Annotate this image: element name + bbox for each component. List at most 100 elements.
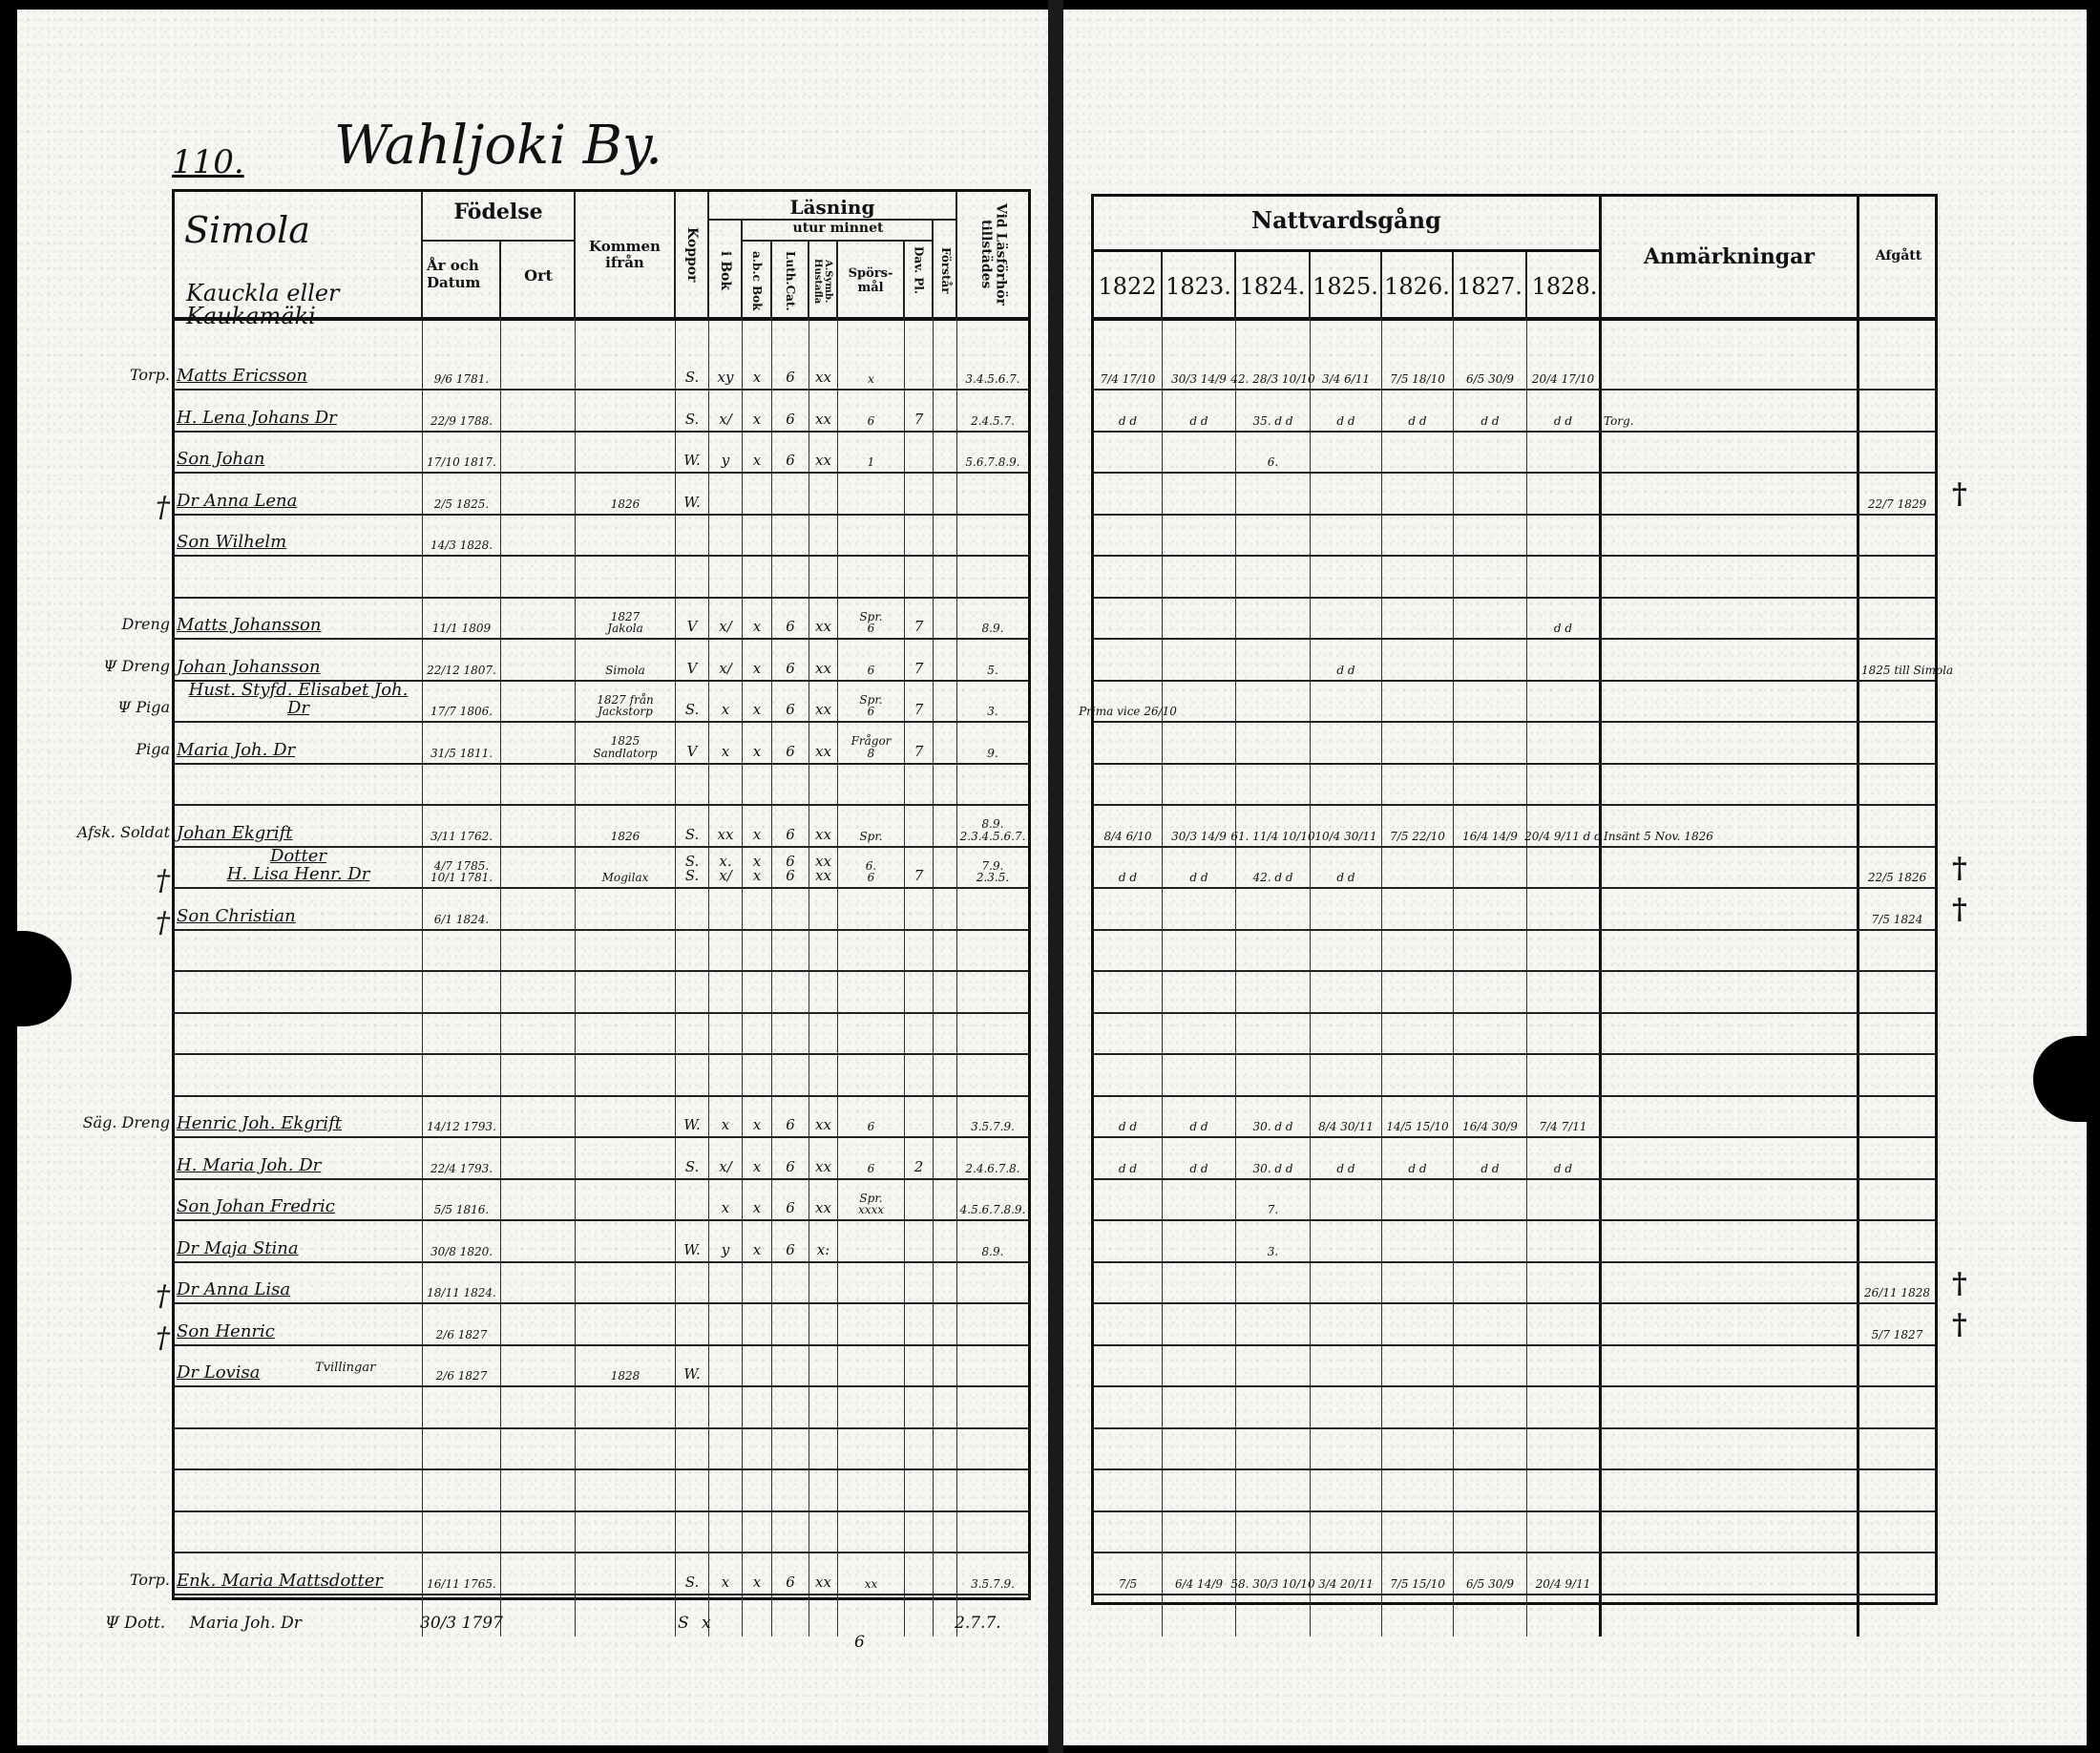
- cell-kommen: [576, 764, 676, 804]
- year-header: 1826.: [1382, 252, 1454, 321]
- cell-dav: [905, 1428, 934, 1468]
- cell-name: [175, 1013, 423, 1053]
- communion-cell: [1382, 1262, 1454, 1302]
- communion-cell: [1236, 1595, 1311, 1637]
- remark-cell: Insänt 5 Nov. 1826: [1602, 806, 1859, 846]
- cell-birth: 3/11 1762.: [423, 806, 501, 846]
- cell-koppor: [676, 557, 709, 597]
- cell-ibok: x: [709, 1096, 743, 1136]
- cell-forhor: [957, 1512, 1028, 1552]
- cell-dav: [905, 1553, 934, 1594]
- communion-cell: [1236, 1304, 1311, 1344]
- communion-cell: [1236, 474, 1311, 514]
- ar-datum-label: År och Datum: [423, 242, 501, 321]
- communion-cell: [1236, 681, 1311, 721]
- communion-cell: [1382, 1428, 1454, 1468]
- cell-ort: [501, 1511, 576, 1552]
- communion-cell: [1236, 1511, 1311, 1552]
- communion-cell: [1527, 1304, 1602, 1344]
- cell-ort: [501, 1304, 576, 1344]
- cell-koppor: S.: [676, 391, 709, 431]
- communion-row: 26/11 1828: [1094, 1262, 1935, 1304]
- communion-cell: [1382, 1595, 1454, 1637]
- communion-cell: d d: [1527, 598, 1602, 638]
- cell-forstar: [934, 1595, 957, 1637]
- communion-cell: [1454, 1221, 1527, 1261]
- cell-name: [175, 557, 423, 597]
- margin-note: Ψ Dreng: [103, 656, 170, 675]
- scan-border-left: [0, 0, 17, 1753]
- remark-cell: [1602, 1055, 1859, 1095]
- communion-cell: [1382, 1511, 1454, 1552]
- cell-ort: [501, 640, 576, 680]
- cell-name: Maria Joh. Dr: [175, 723, 423, 763]
- below-spors: 6: [854, 1633, 865, 1652]
- communion-cell: [1094, 1511, 1163, 1552]
- farm-header: Simola: [175, 192, 423, 317]
- communion-cell: [1382, 1055, 1454, 1095]
- cell-ibok: [709, 1511, 743, 1552]
- cell-forhor: [957, 516, 1028, 556]
- communion-row: [1094, 557, 1935, 599]
- communion-cell: [1382, 432, 1454, 472]
- communion-cell: 7/4 17/10: [1094, 321, 1163, 389]
- cell-luth: [772, 1013, 809, 1053]
- cell-abc: x: [743, 321, 772, 389]
- communion-cell: d d: [1527, 391, 1602, 431]
- cell-abc: [743, 1262, 772, 1302]
- cell-abc: x: [743, 681, 772, 721]
- communion-cell: [1094, 432, 1163, 472]
- cell-forstar: [934, 1470, 957, 1510]
- scan-border-right: [2087, 0, 2100, 1753]
- remark-cell: [1602, 598, 1859, 638]
- afgatt-cell: 22/5 1826: [1867, 871, 1927, 885]
- cell-ort: [501, 1387, 576, 1427]
- communion-row: d d: [1094, 598, 1935, 640]
- cell-dav: 7: [905, 847, 934, 887]
- communion-cell: [1311, 432, 1382, 472]
- register-row: Enk. Maria Mattsdotter 16/11 1765. S. x x 6 xx…: [175, 1553, 1028, 1595]
- communion-cell: [1094, 1345, 1163, 1385]
- cell-name: Johan Ekgrift: [175, 806, 423, 846]
- afgatt-cell: [1859, 391, 1935, 431]
- cell-abc: x x: [743, 847, 772, 887]
- communion-cell: [1527, 1179, 1602, 1219]
- communion-cell: [1454, 557, 1527, 597]
- cell-spors: [838, 889, 905, 929]
- communion-cell: [1527, 930, 1602, 970]
- communion-cell: [1454, 681, 1527, 721]
- remark-cell: [1602, 515, 1859, 555]
- cell-abc: x: [743, 1221, 772, 1261]
- register-row: Son Johan Fredric 5/5 1816. x x 6 xx Spr. xxxx…: [175, 1179, 1028, 1221]
- cell-spors: 6: [838, 1096, 905, 1136]
- cell-name: Dr Lovisa: [175, 1345, 423, 1385]
- cell-luth: [772, 1304, 809, 1344]
- afgatt-cell: [1859, 765, 1935, 805]
- cell-dav: 7: [905, 640, 934, 680]
- communion-cell: [1094, 723, 1163, 763]
- communion-cell: 30/3 14/9: [1163, 806, 1236, 846]
- cell-name: [175, 1595, 423, 1637]
- year-header: 1828.: [1531, 273, 1598, 300]
- cell-ibok: x/: [709, 640, 743, 680]
- communion-cell: Prima vice 26/10: [1079, 681, 1177, 721]
- cell-koppor: S.: [676, 681, 709, 721]
- cell-luth: 6: [772, 806, 809, 846]
- cell-name: Dr Anna Lena: [175, 474, 423, 514]
- cell-koppor: W.: [676, 1345, 709, 1385]
- cell-ibok: [709, 1304, 743, 1344]
- cell-abc: x: [743, 806, 772, 846]
- cell-symb: xx: [809, 1096, 838, 1136]
- communion-cell: [1311, 1511, 1382, 1552]
- remark-cell: [1602, 640, 1859, 680]
- cell-koppor: S.: [676, 1553, 709, 1594]
- cell-ort: [501, 847, 576, 887]
- cell-forhor: 7.9. 2.3.5.: [976, 858, 1010, 885]
- cell-luth: [772, 1262, 809, 1302]
- cell-koppor: S.: [676, 321, 709, 389]
- cell-forhor: [957, 1429, 1028, 1469]
- cell-forhor: [957, 1470, 1028, 1510]
- communion-cell: d d: [1311, 391, 1382, 431]
- margin-note: Torp.: [129, 366, 170, 384]
- cell-spors: [838, 1055, 905, 1095]
